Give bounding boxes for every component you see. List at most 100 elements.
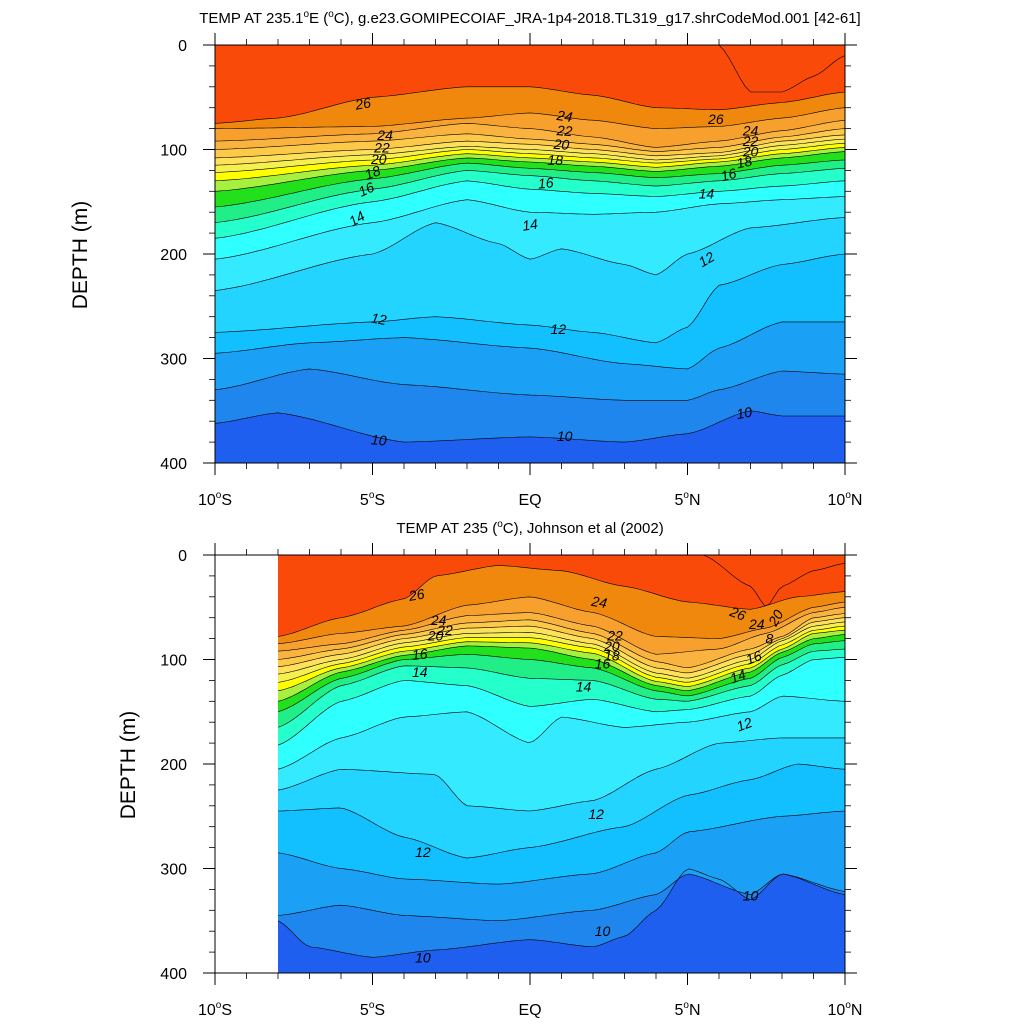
contour-label: 20 [742,144,759,160]
y-tick-label: 300 [160,352,187,369]
isotherm-9 [278,868,845,958]
contour-label: 14 [728,666,748,686]
isotherm-19 [215,147,845,182]
x-tick-label: EQ [518,1002,541,1019]
chart-title: TEMP AT 235 (oC), Johnson et al (2002) [396,519,663,537]
isotherm-9 [215,410,845,443]
x-tick-label: 10oN [828,1000,863,1019]
isotherm-21 [215,138,845,166]
contour-label: 10 [595,923,611,939]
contour-label: 26 [407,585,426,604]
x-tick-label: 5oN [674,1000,700,1019]
contour-label: 22 [555,122,573,139]
isotherm-25 [278,596,845,645]
isotherm-27 [698,555,845,607]
isotherm-24 [278,607,845,655]
contour-label: 24 [742,123,759,139]
chart-title: TEMP AT 235.1oE (oC), g.e23.GOMIPECOIAF_… [199,9,860,27]
y-axis-label: DEPTH (m) [117,711,140,820]
contour-label: 22 [606,627,623,643]
y-tick-label: 400 [160,456,187,473]
y-tick-label: 300 [160,862,187,879]
contour-label: 22 [436,622,453,638]
x-tick-label: 10oN [828,490,863,509]
panel-observations: TEMP AT 235 (oC), Johnson et al (2002) D… [117,519,862,1019]
isotherm-18 [215,151,845,192]
contour-label: 18 [604,647,620,663]
isotherm-18 [278,634,845,702]
isotherm-22 [215,134,845,159]
isotherm-15 [215,180,845,239]
contour-label: 14 [346,208,368,230]
isotherm-27 [703,45,845,93]
contour-label: 24 [376,127,393,143]
contour-label: 22 [742,133,759,149]
contour-label: 24 [555,107,574,125]
y-tick-label: 0 [178,548,187,565]
isotherm-15 [278,657,845,746]
contour-label: 26 [353,94,372,113]
contour-label: 24 [430,612,447,628]
contour-label: 26 [727,603,748,624]
panel-model: TEMP AT 235.1oE (oC), g.e23.GOMIPECOIAF_… [69,9,862,509]
isotherm-23 [215,128,845,152]
contour-label: 18 [735,153,754,172]
contour-label: 26 [707,111,724,127]
y-tick-label: 200 [160,757,187,774]
isotherm-24 [215,119,845,148]
contour-label: 24 [589,593,608,612]
contour-label: 12 [734,714,754,734]
x-tick-label: 10oS [198,490,232,509]
fill-band-28 [703,45,845,92]
isotherm-10 [278,873,845,921]
y-tick-label: 200 [160,247,187,264]
isotherm-19 [278,629,845,692]
isotherm-17 [215,159,845,208]
contour-label: 12 [696,248,718,270]
contour-label: 14 [699,185,715,201]
x-tick-label: 5oS [360,1000,385,1019]
contour-label: 14 [412,664,428,680]
fill-band-27 [215,45,845,124]
contour-label: 12 [551,321,567,337]
y-tick-label: 100 [160,653,187,670]
contour-label: 22 [373,139,390,155]
contour-label: 14 [576,679,592,695]
isotherm-25 [215,107,845,129]
isotherm-11 [215,321,845,370]
isotherm-10 [215,368,845,401]
isotherm-20 [278,625,845,683]
x-tick-label: EQ [518,492,541,509]
isotherm-17 [278,640,845,713]
fill-band-27 [278,555,845,637]
isotherm-26 [278,565,845,637]
isotherm-14 [278,695,845,770]
y-tick-label: 400 [160,966,187,983]
axes: 0 100 200 300 400 10oS 5oS EQ 5oN 10oN [160,543,862,1019]
isotherm-14 [215,196,845,260]
axes: 0 100 200 300 400 10oS 5oS EQ 5oN 10oN [160,33,862,509]
plot-area: 2624222018161426242220181614242220181614… [215,45,845,463]
contour-label: 8 [766,631,774,647]
contour-label: 20 [370,151,387,167]
isotherm-13 [215,217,845,291]
x-tick-label: 5oN [674,490,700,509]
contour-label: 14 [521,216,539,234]
contour-label: 10 [370,431,387,448]
contour-label: 16 [595,656,611,672]
contour-label: 20 [603,638,620,654]
contour-label: 18 [547,152,563,168]
isotherm-16 [215,168,845,223]
contour-label: 10 [415,949,431,965]
fill-band-28 [698,555,845,606]
contour-label: 10 [743,888,759,904]
contour-label: 20 [427,627,444,643]
y-tick-label: 0 [178,38,187,55]
x-tick-label: 5oS [360,490,385,509]
contour-label: 16 [411,646,428,663]
contour-label: 16 [537,174,554,191]
isotherm-13 [278,737,845,812]
contour-label: 16 [744,647,764,667]
y-tick-label: 100 [160,143,187,160]
